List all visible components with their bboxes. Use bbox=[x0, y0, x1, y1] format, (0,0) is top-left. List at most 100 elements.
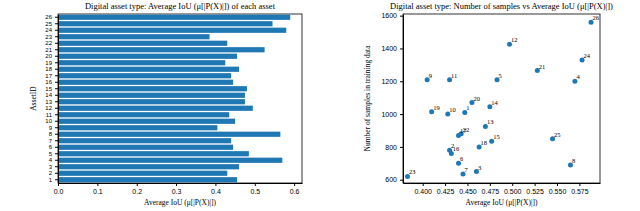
tick-mark bbox=[55, 140, 58, 141]
tick: 18 bbox=[45, 66, 58, 72]
tick-label: 22 bbox=[45, 40, 52, 46]
tick-label: 4 bbox=[49, 157, 53, 163]
bar bbox=[58, 21, 272, 26]
axis-line bbox=[404, 183, 601, 184]
points bbox=[405, 20, 594, 179]
tick: 26 bbox=[45, 14, 58, 20]
tick-label: 1400 bbox=[381, 45, 397, 52]
bar bbox=[58, 106, 253, 111]
tick: 0.450 bbox=[459, 183, 477, 195]
axis-line bbox=[58, 15, 59, 184]
tick-label: 5 bbox=[49, 151, 53, 157]
point-label: 19 bbox=[433, 104, 440, 111]
tick-mark bbox=[55, 127, 58, 128]
tick: 0.550 bbox=[549, 183, 567, 195]
tick-mark bbox=[400, 48, 403, 49]
plot-frame bbox=[58, 14, 302, 183]
point-label: 3 bbox=[478, 164, 481, 171]
tick-mark bbox=[55, 160, 58, 161]
tick-label: 0.500 bbox=[504, 188, 522, 195]
tick: 1 bbox=[49, 177, 58, 183]
tick-label: 11 bbox=[46, 112, 53, 118]
tick-label: 23 bbox=[45, 34, 52, 40]
tick: 24 bbox=[45, 27, 58, 33]
tick-label: 0.475 bbox=[482, 188, 500, 195]
point-label: 21 bbox=[539, 63, 546, 70]
tick-label: 2 bbox=[49, 170, 53, 176]
bar bbox=[58, 119, 235, 124]
tick-label: 0.525 bbox=[526, 188, 544, 195]
tick: 1600 bbox=[381, 12, 403, 19]
tick-label: 0.2 bbox=[132, 188, 142, 195]
tick: 22 bbox=[45, 40, 58, 46]
tick-mark bbox=[55, 153, 58, 154]
bar bbox=[58, 171, 227, 176]
tick-label: 18 bbox=[45, 66, 52, 72]
tick: 800 bbox=[385, 144, 403, 151]
bar bbox=[58, 158, 282, 163]
tick-mark bbox=[55, 147, 58, 148]
tick-mark bbox=[55, 173, 58, 174]
tick-mark bbox=[423, 183, 424, 186]
tick: 0.425 bbox=[437, 183, 455, 195]
tick-label: 24 bbox=[45, 27, 52, 33]
tick-mark bbox=[55, 23, 58, 24]
tick: 23 bbox=[45, 34, 58, 40]
axis-line bbox=[403, 15, 404, 184]
bar bbox=[58, 177, 237, 182]
bar bbox=[58, 41, 227, 46]
x-axis: 0.00.10.20.30.40.50.6 bbox=[54, 183, 303, 195]
tick-label: 0.400 bbox=[414, 188, 432, 195]
tick: 11 bbox=[46, 112, 58, 118]
y-axis: 6008001000120014001600 bbox=[381, 12, 403, 183]
tick: 0.2 bbox=[132, 183, 142, 195]
point-label: 23 bbox=[409, 168, 416, 175]
point-label: 9 bbox=[429, 72, 432, 79]
tick-label: 12 bbox=[45, 105, 52, 111]
tick: 20 bbox=[45, 53, 58, 59]
tick-label: 20 bbox=[45, 53, 52, 59]
bar bbox=[58, 54, 237, 59]
tick-label: 3 bbox=[49, 164, 53, 170]
point-label: 11 bbox=[451, 72, 457, 79]
point-label: 18 bbox=[481, 139, 488, 146]
bar bbox=[58, 67, 239, 72]
bar bbox=[58, 164, 239, 169]
tick-mark bbox=[55, 36, 58, 37]
point-label: 22 bbox=[463, 126, 470, 133]
tick: 3 bbox=[49, 164, 58, 170]
tick-mark bbox=[55, 121, 58, 122]
tick-label: 19 bbox=[45, 60, 52, 66]
tick-label: 13 bbox=[45, 99, 52, 105]
tick: 8 bbox=[49, 131, 58, 137]
tick-label: 25 bbox=[45, 21, 52, 27]
tick: 6 bbox=[49, 144, 58, 150]
tick-label: 1600 bbox=[381, 12, 397, 19]
tick: 1400 bbox=[381, 45, 403, 52]
title: Digital asset type: Number of samples vs… bbox=[390, 1, 613, 11]
tick: 0.3 bbox=[172, 183, 182, 195]
tick-label: 10 bbox=[45, 118, 52, 124]
point-label: 13 bbox=[487, 118, 494, 125]
tick-label: 7 bbox=[49, 138, 53, 144]
tick: 0.0 bbox=[54, 183, 64, 195]
bar bbox=[58, 99, 245, 104]
bar bbox=[58, 80, 233, 85]
bars bbox=[58, 15, 290, 183]
tick: 4 bbox=[49, 157, 58, 163]
tick: 21 bbox=[45, 47, 58, 53]
point-label: 7 bbox=[464, 166, 468, 173]
point-label: 4 bbox=[576, 73, 580, 80]
bar bbox=[58, 125, 217, 130]
tick-label: 6 bbox=[49, 144, 53, 150]
bar bbox=[58, 93, 245, 98]
tick-mark bbox=[55, 30, 58, 31]
figure: 0.00.10.20.30.40.50.61234567891011121314… bbox=[0, 0, 640, 211]
tick-label: 16 bbox=[45, 79, 52, 85]
tick-label: 0.1 bbox=[93, 188, 103, 195]
tick-mark bbox=[137, 183, 138, 186]
tick-mark bbox=[215, 183, 216, 186]
bar bbox=[58, 15, 290, 20]
tick: 9 bbox=[49, 125, 58, 131]
bar bbox=[58, 145, 233, 150]
